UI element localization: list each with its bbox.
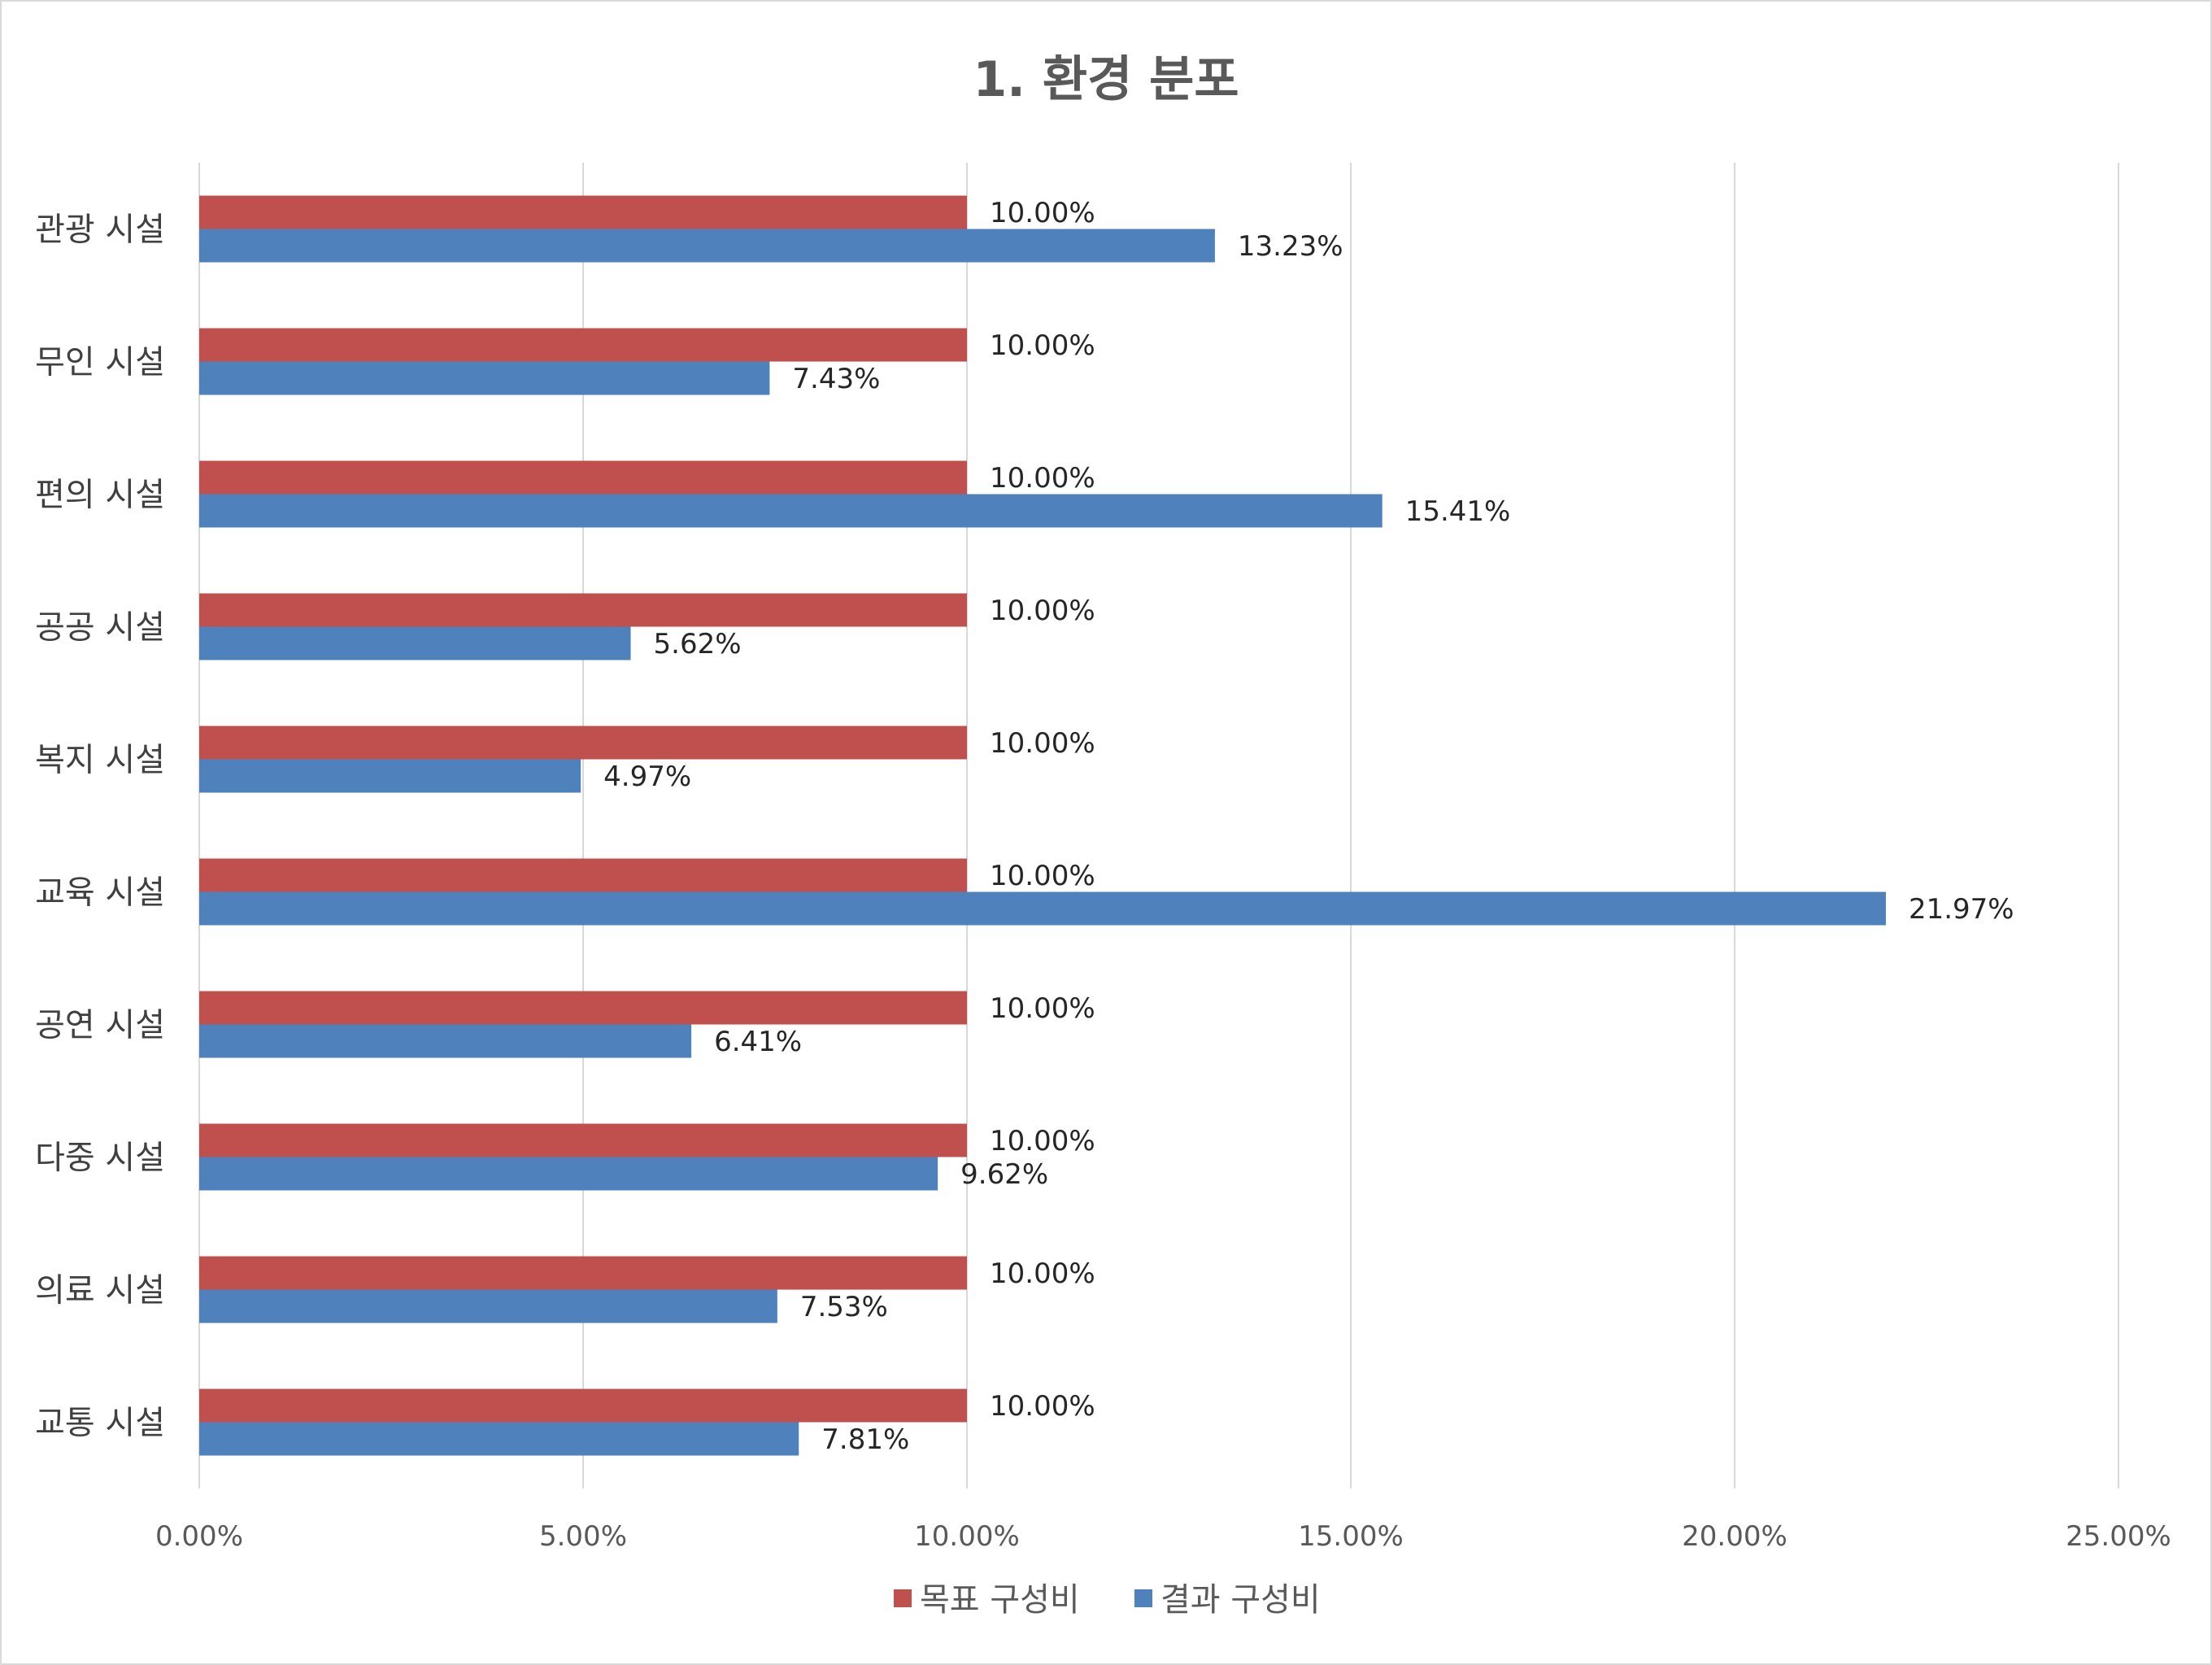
data-label: 7.43%	[792, 363, 880, 395]
bar-target	[199, 195, 967, 229]
data-label: 4.97%	[603, 761, 691, 793]
data-label: 15.41%	[1405, 495, 1511, 528]
chart-title: 1. 환경 분포	[973, 51, 1239, 108]
bar-target	[199, 726, 967, 760]
bar-result	[199, 494, 1382, 528]
bar-target	[199, 460, 967, 495]
data-label: 10.00%	[990, 595, 1095, 627]
bar-result	[199, 1422, 799, 1456]
bar-result	[199, 361, 770, 395]
bar-result	[199, 1289, 777, 1323]
data-label: 10.00%	[990, 992, 1095, 1025]
bar-result	[199, 891, 1886, 926]
bar-target	[199, 1388, 967, 1423]
x-tick-label: 20.00%	[1682, 1520, 1787, 1553]
category-label: 교육 시설	[35, 874, 165, 912]
x-tick-labels: 0.00% 5.00% 10.00% 15.00% 20.00% 25.00%	[155, 1520, 2171, 1553]
x-tick-label: 10.00%	[914, 1520, 1020, 1553]
data-label: 7.81%	[821, 1423, 909, 1456]
data-label: 10.00%	[990, 1390, 1095, 1423]
data-label: 10.00%	[990, 329, 1095, 362]
category-label: 무인 시설	[35, 344, 165, 381]
data-label: 6.41%	[714, 1026, 802, 1058]
bar-target	[199, 328, 967, 362]
x-tick-label: 0.00%	[155, 1520, 243, 1553]
category-label: 공공 시설	[35, 609, 165, 647]
bars	[199, 195, 1886, 1456]
bar-target	[199, 991, 967, 1025]
data-label: 9.62%	[960, 1158, 1048, 1191]
category-label: 교통 시설	[35, 1405, 165, 1442]
category-label: 복지 시설	[35, 742, 165, 779]
category-label: 공연 시설	[35, 1007, 165, 1044]
bar-target	[199, 1123, 967, 1157]
bar-target	[199, 1256, 967, 1290]
legend-swatch	[1134, 1589, 1152, 1607]
data-label: 10.00%	[990, 1125, 1095, 1157]
x-tick-label: 25.00%	[2066, 1520, 2171, 1553]
data-label: 10.00%	[990, 727, 1095, 760]
data-label: 10.00%	[990, 860, 1095, 892]
category-label: 편의 시설	[35, 477, 165, 514]
bar-result	[199, 759, 581, 793]
legend-label: 결과 구성비	[1160, 1581, 1321, 1619]
bar-result	[199, 1157, 938, 1191]
legend-label: 목표 구성비	[920, 1581, 1080, 1619]
data-labels: 10.00% 13.23% 10.00% 7.43% 10.00% 15.41% 10.00…	[603, 197, 2014, 1456]
data-label: 21.97%	[1909, 893, 2014, 926]
data-label: 10.00%	[990, 197, 1095, 229]
bar-result	[199, 626, 631, 660]
data-label: 13.23%	[1238, 230, 1343, 263]
bar-result	[199, 229, 1215, 263]
category-label: 다중 시설	[35, 1140, 165, 1177]
data-label: 5.62%	[654, 628, 742, 660]
x-tick-label: 15.00%	[1298, 1520, 1404, 1553]
category-label: 의료 시설	[35, 1272, 165, 1310]
bar-result	[199, 1024, 692, 1058]
legend-swatch	[894, 1589, 912, 1607]
bar-target	[199, 593, 967, 627]
x-tick-label: 5.00%	[539, 1520, 627, 1553]
data-label: 7.53%	[800, 1291, 888, 1323]
legend: 목표 구성비 결과 구성비	[894, 1581, 1321, 1619]
category-label: 관광 시설	[35, 211, 165, 249]
bar-target	[199, 858, 967, 892]
data-label: 10.00%	[990, 462, 1095, 495]
data-label: 10.00%	[990, 1257, 1095, 1290]
